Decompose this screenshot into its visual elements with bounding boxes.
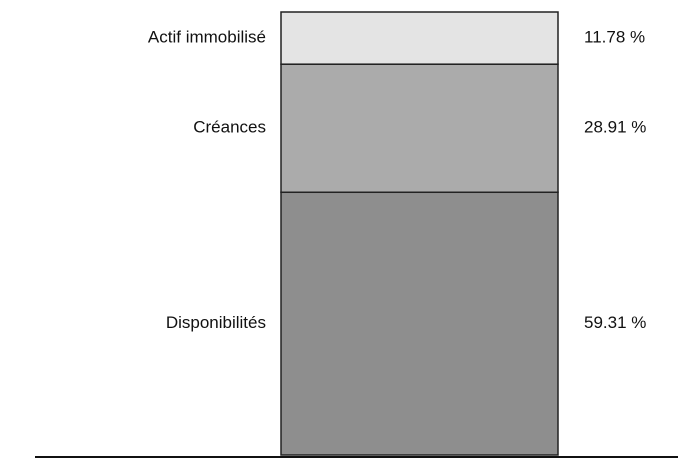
value-label: 59.31 % (584, 313, 646, 332)
bar-segment (280, 191, 559, 456)
value-label: 28.91 % (584, 118, 646, 137)
value-label: 11.78 % (584, 28, 645, 47)
segment-label: Créances (193, 118, 266, 137)
bar-segment (280, 63, 559, 194)
bar-segment (280, 11, 559, 65)
segment-label: Disponibilités (166, 313, 266, 332)
segment-label: Actif immobilisé (148, 28, 266, 47)
